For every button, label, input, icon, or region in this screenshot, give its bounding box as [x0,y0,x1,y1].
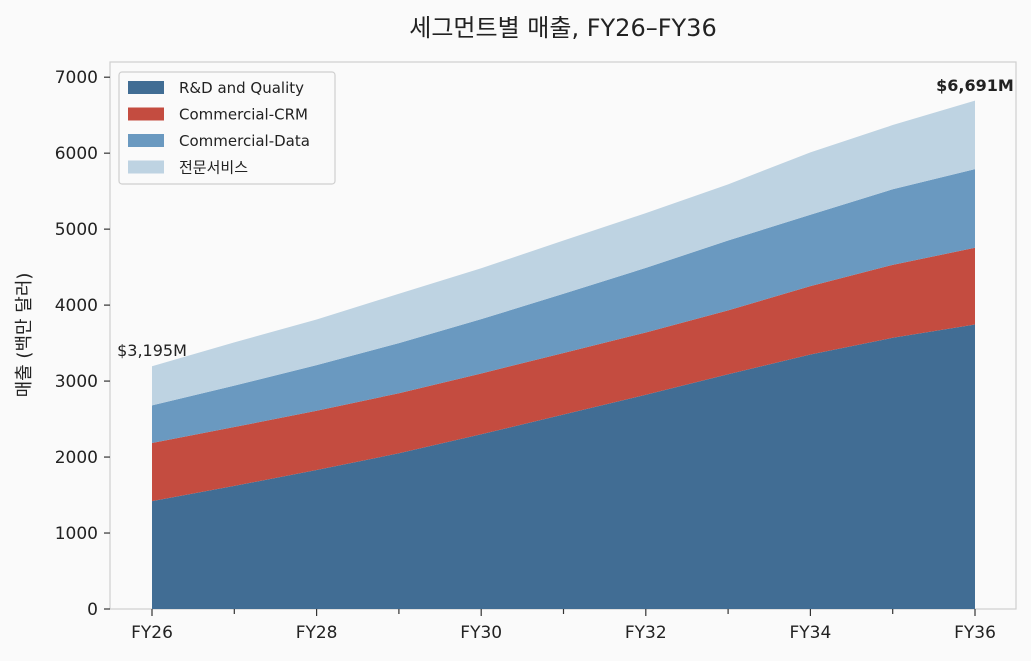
x-tick-label: FY26 [131,623,173,643]
legend-swatch [128,81,164,94]
legend: R&D and Quality Commercial-CRM Commercial-… [118,71,336,185]
y-tick-label: 0 [87,600,98,620]
y-tick-label: 3000 [55,372,98,392]
legend-swatch [128,134,164,147]
x-tick-label: FY36 [954,623,996,643]
area-series-3 [152,100,975,406]
legend-label: 전문서비스 [179,159,248,177]
x-tick-label: FY34 [790,623,832,643]
areas-layer [152,100,975,609]
axes-layer: 0 1000 2000 3000 4000 5000 6000 7000 FY26 FY28 FY3… [55,68,996,643]
legend-swatch [128,160,164,174]
start-total-annotation: $3,195M [117,341,187,360]
legend-box [118,71,336,185]
legend-label: Commercial-CRM [179,106,308,124]
legend-swatch [128,107,164,121]
x-tick-label: FY30 [460,623,502,643]
area-series-0 [152,324,975,609]
x-tick-label: FY32 [625,623,667,643]
y-tick-label: 4000 [55,296,98,316]
x-tick-label: FY28 [296,623,338,643]
chart-title: 세그먼트별 매출, FY26–FY36 [409,14,716,42]
y-tick-label: 5000 [55,220,98,240]
y-tick-label: 1000 [55,524,98,544]
area-series-2 [152,169,975,443]
area-series-1 [152,247,975,502]
y-tick-label: 7000 [55,68,98,88]
legend-label: Commercial-Data [179,132,310,150]
y-tick-label: 6000 [55,144,98,164]
end-total-annotation: $6,691M [936,76,1014,95]
y-axis-label: 매출 (백만 달러) [14,273,35,398]
y-tick-label: 2000 [55,448,98,468]
legend-label: R&D and Quality [179,79,304,97]
